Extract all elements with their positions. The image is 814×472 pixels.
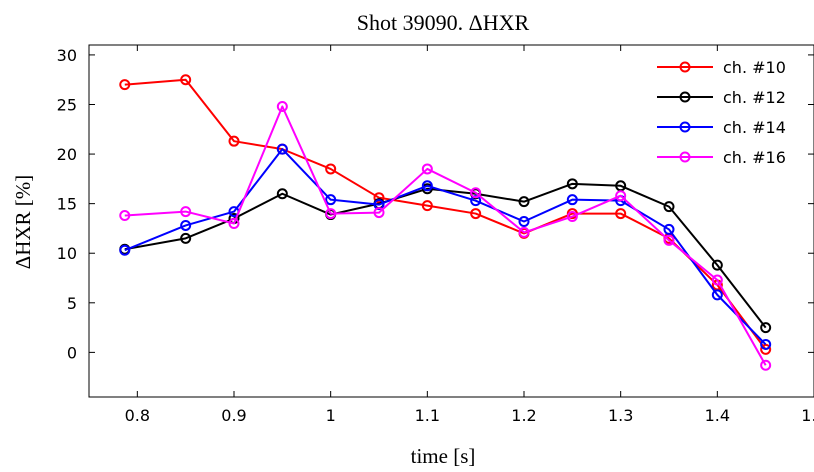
data-point [180, 219, 192, 231]
data-point [760, 338, 772, 350]
y-tick-label: 30 [57, 46, 77, 65]
legend: ch. #10 ch. #12 ch. #14 ch. #16 [657, 58, 786, 167]
x-tick-label: 1.5 [801, 406, 814, 425]
data-point [711, 274, 723, 286]
legend-item: ch. #16 [657, 148, 786, 167]
data-point [470, 187, 482, 199]
data-point [276, 100, 288, 112]
data-point [228, 217, 240, 229]
data-point [663, 223, 675, 235]
data-point [518, 226, 530, 238]
plot-area [88, 44, 814, 398]
data-point [470, 195, 482, 207]
x-tick-label: 1.4 [705, 406, 730, 425]
data-point [373, 207, 385, 219]
legend-item: ch. #10 [657, 58, 786, 77]
series-line [124, 182, 767, 329]
data-point [615, 190, 627, 202]
x-axis-label: time [s] [411, 444, 476, 468]
chart-title: Shot 39090. ΔHXR [357, 10, 530, 35]
legend-label: ch. #16 [723, 148, 786, 167]
data-point [373, 192, 385, 204]
legend-label: ch. #14 [723, 118, 786, 137]
data-point [421, 200, 433, 212]
x-tick-label: 0.9 [221, 406, 246, 425]
y-tick-label: 10 [57, 244, 77, 263]
data-point [228, 135, 240, 147]
data-point [180, 74, 192, 86]
x-tick-label: 0.8 [125, 406, 150, 425]
legend-marker [679, 151, 691, 163]
data-point [518, 215, 530, 227]
series-line [124, 148, 767, 346]
y-axis-label: ΔHXR [%] [11, 175, 35, 270]
data-point [325, 163, 337, 175]
x-tick-label: 1.2 [511, 406, 536, 425]
data-point [119, 79, 131, 91]
legend-label: ch. #12 [723, 88, 786, 107]
data-point [276, 188, 288, 200]
legend-marker [679, 91, 691, 103]
data-point [711, 259, 723, 271]
data-point [615, 208, 627, 220]
data-point [470, 208, 482, 220]
data-point [119, 244, 131, 256]
y-tick-label: 5 [67, 294, 77, 313]
data-point [711, 289, 723, 301]
data-point [180, 206, 192, 218]
data-point [373, 199, 385, 211]
x-tick-label: 1 [326, 406, 336, 425]
legend-item: ch. #14 [657, 118, 786, 137]
data-point [760, 343, 772, 355]
x-tick-label: 1.3 [608, 406, 633, 425]
legend-item: ch. #12 [657, 88, 786, 107]
data-point [566, 194, 578, 206]
data-point [566, 178, 578, 190]
axis-ticks: 0.8 0.9 1 1.1 1.2 1.3 1.4 1.5 0 5 10 15 20 25 30 [57, 45, 814, 425]
legend-marker [679, 61, 691, 73]
series-3 [119, 100, 772, 371]
data-point [276, 143, 288, 155]
series-layer [119, 74, 772, 371]
y-tick-label: 15 [57, 195, 77, 214]
data-point [566, 211, 578, 223]
series-line [124, 105, 767, 366]
legend-label: ch. #10 [723, 58, 786, 77]
data-point [518, 196, 530, 208]
x-tick-label: 1.1 [415, 406, 440, 425]
y-tick-label: 0 [67, 343, 77, 362]
y-tick-label: 25 [57, 95, 77, 114]
data-point [421, 163, 433, 175]
data-point [663, 234, 675, 246]
series-2 [119, 143, 772, 350]
legend-marker [679, 121, 691, 133]
data-point [180, 232, 192, 244]
data-point [421, 180, 433, 192]
y-tick-label: 20 [57, 145, 77, 164]
data-point [760, 322, 772, 334]
data-point [325, 194, 337, 206]
data-point [663, 201, 675, 213]
data-point [119, 210, 131, 222]
data-point [325, 208, 337, 220]
data-point [760, 359, 772, 371]
